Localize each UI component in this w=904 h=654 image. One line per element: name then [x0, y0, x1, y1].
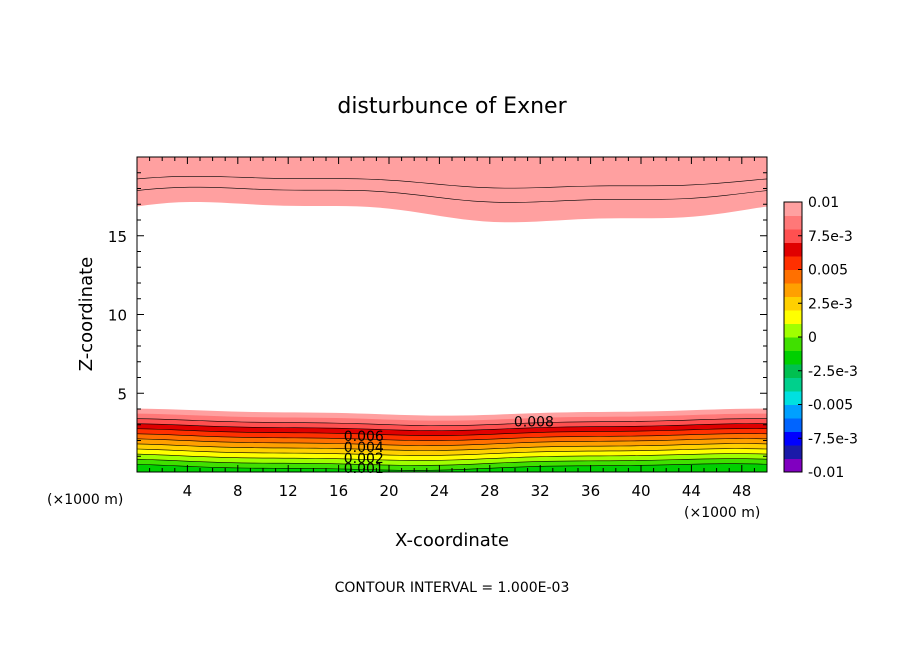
x-tick-label-32: 32 — [531, 482, 550, 500]
x-tick-label-16: 16 — [329, 482, 348, 500]
x-tick-label-48: 48 — [732, 482, 751, 500]
y-tick-label-5: 5 — [117, 385, 127, 403]
contour-label-0: 0.008 — [514, 415, 554, 431]
top-contour-line-0 — [136, 175, 768, 189]
top-band-3 — [137, 157, 767, 223]
colorbar-label-5: -2.5e-3 — [808, 364, 858, 380]
bottom-contour-line-3 — [136, 423, 768, 431]
y-axis-ticks: 5 10 15 — [108, 172, 767, 457]
x-tick-label-8: 8 — [233, 482, 243, 500]
colorbar-swatch-17 — [784, 229, 802, 243]
x-unit-right: (×1000 m) — [684, 505, 760, 521]
colorbar-swatch-18 — [784, 215, 802, 230]
bottom-contour-line-4 — [136, 428, 768, 436]
colorbar-swatch-13 — [784, 283, 802, 297]
colorbar-swatch-12 — [784, 296, 802, 311]
x-tick-label-28: 28 — [480, 482, 499, 500]
x-tick-label-44: 44 — [682, 482, 701, 500]
colorbar-swatch-11 — [784, 310, 802, 324]
colorbar-label-1: 7.5e-3 — [808, 229, 853, 245]
colorbar-swatch-8 — [784, 350, 802, 365]
colorbar-label-7: -7.5e-3 — [808, 431, 858, 447]
colorbar-label-8: -0.01 — [808, 465, 844, 481]
colorbar-swatch-4 — [784, 404, 802, 419]
colorbar-swatch-19 — [784, 202, 802, 216]
colorbar-label-0: 0.01 — [808, 195, 839, 211]
colorbar-swatch-1 — [784, 445, 802, 459]
y-tick-label-10: 10 — [108, 307, 127, 325]
bottom-contour-line-9 — [136, 453, 768, 461]
colorbar: 0.01 7.5e-3 0.005 2.5e-3 0 -2.5e-3 -0.005 -7.5e… — [783, 195, 858, 481]
bottom-contour-line-5 — [136, 433, 768, 441]
x-tick-label-4: 4 — [183, 482, 193, 500]
contour-label-2: 0.004 — [344, 440, 384, 456]
colorbar-swatch-15 — [784, 256, 802, 270]
x-tick-label-12: 12 — [279, 482, 298, 500]
colorbar-swatch-10 — [784, 323, 802, 338]
colorbar-swatch-16 — [784, 242, 802, 257]
x-axis-ticks: 4 8 12 16 20 24 28 32 36 40 44 48 — [149, 157, 755, 500]
colorbar-swatch-3 — [784, 418, 802, 432]
chart-title: disturbunce of Exner — [337, 94, 567, 119]
colorbar-swatch-2 — [784, 431, 802, 446]
y-axis-label: Z-coordinate — [76, 257, 97, 372]
contour-label-3: 0.002 — [344, 451, 384, 467]
colorbar-swatch-0 — [784, 458, 802, 473]
top-contour-line-1 — [136, 186, 768, 203]
colorbar-swatch-14 — [784, 269, 802, 284]
colorbar-label-3: 2.5e-3 — [808, 296, 853, 312]
colorbar-label-4: 0 — [808, 330, 817, 346]
bottom-contour-line-8 — [136, 448, 768, 456]
x-tick-label-24: 24 — [430, 482, 449, 500]
x-tick-label-20: 20 — [379, 482, 398, 500]
colorbar-label-2: 0.005 — [808, 263, 848, 279]
x-tick-label-36: 36 — [581, 482, 600, 500]
contour-label-1: 0.006 — [344, 429, 384, 445]
x-unit-left: (×1000 m) — [47, 492, 123, 508]
bottom-contour-line-6 — [136, 438, 768, 446]
colorbar-swatch-7 — [784, 364, 802, 378]
contour-interval-footer: CONTOUR INTERVAL = 1.000E-03 — [335, 580, 570, 596]
bottom-contour-line-10 — [136, 458, 768, 466]
x-axis-label: X-coordinate — [395, 530, 509, 551]
y-tick-label-15: 15 — [108, 228, 127, 246]
colorbar-swatch-9 — [784, 337, 802, 351]
bottom-contour-line-7 — [136, 443, 768, 451]
colorbar-swatch-6 — [784, 377, 802, 392]
bottom-contour-line-2 — [136, 418, 768, 426]
colorbar-label-6: -0.005 — [808, 398, 853, 414]
colorbar-swatch-5 — [784, 391, 802, 405]
x-tick-label-40: 40 — [631, 482, 650, 500]
